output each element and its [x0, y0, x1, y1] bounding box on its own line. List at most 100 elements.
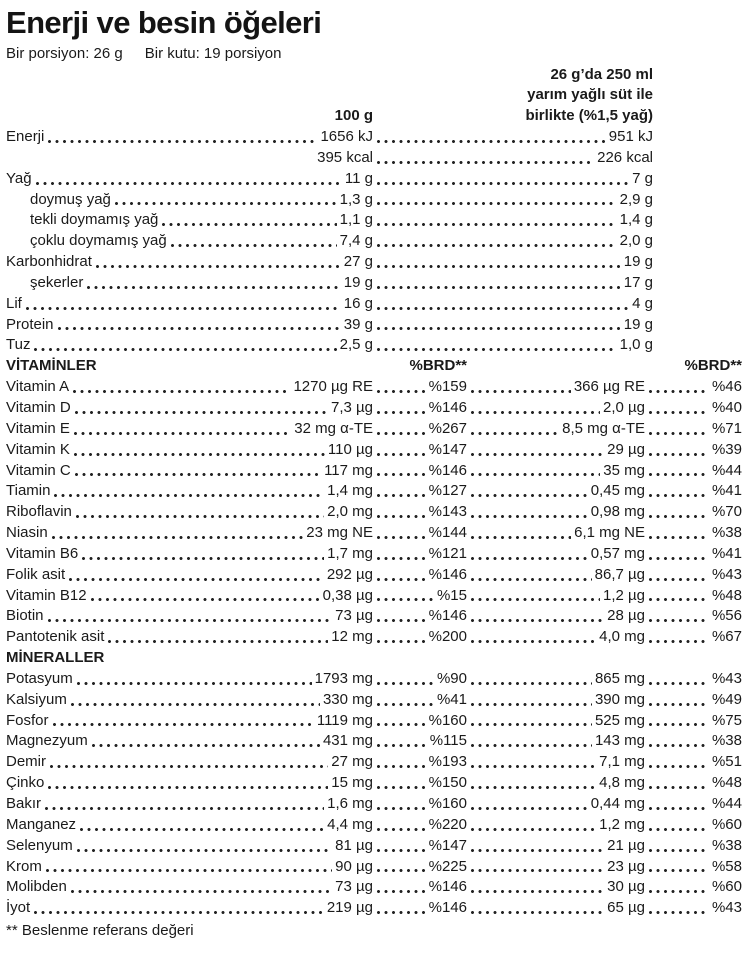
dot-leader	[80, 814, 325, 836]
value-serving: 143 mg	[594, 732, 645, 750]
cell-brd-100g: %147	[373, 835, 467, 857]
dot-leader	[377, 585, 434, 607]
dot-leader	[75, 502, 325, 524]
cell-value-serving: 7,1 mg	[467, 752, 645, 774]
value-serving: 0,44 mg	[590, 795, 645, 812]
dot-leader	[377, 606, 426, 628]
value-serving: 226 kcal	[597, 148, 653, 166]
row-label: Krom	[6, 857, 42, 875]
dot-leader	[377, 293, 630, 315]
cell-value-100g: 19 g	[83, 272, 373, 294]
row-label: Vitamin E	[6, 419, 70, 437]
table-row: Potasyum 1793 mg %90 865 mg %43	[6, 668, 742, 690]
brd-serving: %40	[711, 398, 742, 416]
cell-value-100g: 1119 mg	[49, 710, 373, 732]
value-100g: 431 mg	[322, 732, 373, 750]
row-label: Niasin	[6, 524, 48, 542]
dot-leader	[377, 397, 426, 419]
vitamin-rows: Vitamin A 1270 µg RE %159 366 µg RE %46 …	[6, 377, 742, 649]
cell-value-serving: 30 µg	[467, 877, 645, 899]
value-serving: 4,0 mg	[599, 628, 645, 646]
dot-leader	[471, 397, 600, 419]
section-heading-vitamins: VİTAMİNLER %BRD** %BRD**	[6, 356, 742, 377]
cell-brd-serving: %70	[645, 502, 742, 524]
cell-brd-serving: %71	[645, 418, 742, 440]
cell-value-serving: 1,2 mg	[467, 814, 645, 836]
cell-value-serving: 390 mg	[467, 689, 645, 711]
nutrition-table: Enerji 1656 kJ 951 kJ 395 kcal 226 kcal …	[6, 127, 742, 920]
dot-leader	[170, 231, 337, 253]
cell-brd-100g: %143	[373, 502, 467, 524]
cell-value-100g: 39 g	[54, 314, 373, 336]
row-label: Vitamin B12	[6, 586, 87, 604]
table-row: Protein 39 g 19 g	[6, 314, 742, 336]
table-row: Riboflavin 2,0 mg %143 0,98 mg %70	[6, 502, 742, 524]
value-100g: 1,6 mg	[327, 795, 373, 812]
row-label: Lif	[6, 294, 22, 312]
cell-value-100g: 27 g	[92, 252, 373, 273]
row-label: Selenyum	[6, 836, 73, 854]
cell-brd-100g: %160	[373, 710, 467, 732]
value-serving: 35 mg	[603, 461, 645, 479]
table-row: Vitamin C 117 mg %146 35 mg %44	[6, 460, 742, 482]
value-100g: 73 µg	[335, 607, 373, 625]
dot-leader	[377, 231, 617, 253]
brd-serving: %44	[711, 795, 742, 812]
cell-value-serving: 86,7 µg	[467, 564, 645, 586]
row-label: Tuz	[6, 336, 31, 354]
dot-leader	[471, 668, 592, 690]
table-row: doymuş yağ 1,3 g 2,9 g	[6, 189, 742, 211]
cell-brd-serving: %44	[645, 460, 742, 482]
brd-100g: %267	[428, 419, 467, 437]
brd-serving: %46	[711, 378, 742, 396]
dot-leader	[377, 856, 426, 878]
table-row: Tuz 2,5 g 1,0 g	[6, 335, 742, 357]
table-row: tekli doymamış yağ 1,1 g 1,4 g	[6, 210, 742, 232]
dot-leader	[377, 168, 630, 190]
mineral-rows: Potasyum 1793 mg %90 865 mg %43 Kalsiyum…	[6, 668, 742, 920]
serving-info: Bir porsiyon: 26 g Bir kutu: 19 porsiyon	[6, 44, 742, 64]
brd-100g: %144	[428, 524, 467, 542]
dot-leader	[377, 710, 426, 732]
brd-100g: %193	[428, 753, 467, 771]
dot-leader	[74, 460, 322, 482]
cell-brd-100g: %267	[373, 418, 467, 440]
value-100g: 0,38 µg	[322, 586, 373, 604]
brd-100g: %115	[429, 732, 467, 750]
table-row: Molibden 73 µg %146 30 µg %60	[6, 877, 742, 899]
value-100g: 1793 mg	[314, 669, 373, 687]
column-header-serving: 26 g’da 250 ml yarım yağlı süt ile birli…	[373, 65, 653, 127]
table-row: Folik asit 292 µg %146 86,7 µg %43	[6, 564, 742, 586]
cell-value-serving: 2,0 µg	[467, 397, 645, 419]
value-serving: 7 g	[632, 169, 653, 187]
dot-leader	[471, 606, 605, 628]
brd-serving: %67	[711, 628, 742, 646]
cell-brd-serving: %60	[645, 877, 742, 899]
dot-leader	[649, 731, 709, 753]
dot-leader	[471, 460, 601, 482]
cell-value-100g: 330 mg	[67, 689, 373, 711]
cell-value-100g: 1656 kJ	[44, 127, 373, 148]
brd-100g: %147	[428, 440, 467, 458]
cell-brd-serving: %43	[645, 564, 742, 586]
cell-value-serving: 0,44 mg	[467, 794, 645, 815]
cell-brd-100g: %41	[373, 689, 467, 711]
cell-brd-100g: %160	[373, 794, 467, 815]
dot-leader	[377, 272, 621, 294]
dot-leader	[52, 710, 314, 732]
dot-leader	[377, 835, 426, 857]
value-serving: 0,57 mg	[590, 544, 645, 562]
brd-100g: %127	[428, 482, 467, 500]
row-label: doymuş yağ	[30, 190, 111, 208]
value-serving: 525 mg	[594, 711, 645, 729]
brd-serving: %56	[711, 607, 742, 625]
row-label: Potasyum	[6, 669, 73, 687]
dot-leader	[377, 523, 426, 544]
cell-value-100g: 110 µg	[70, 439, 373, 461]
table-row: Krom 90 µg %225 23 µg %58	[6, 856, 742, 878]
dot-leader	[54, 481, 325, 503]
dot-leader	[649, 877, 709, 899]
cell-value-serving: 8,5 mg α-TE	[467, 418, 645, 440]
cell-value-serving: 1,2 µg	[467, 585, 645, 607]
